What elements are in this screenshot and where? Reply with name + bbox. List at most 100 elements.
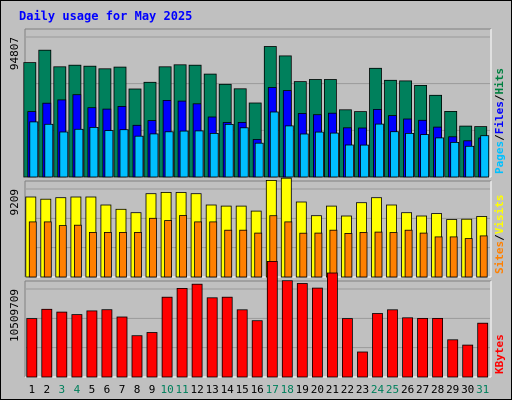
x-tick-label-day-23: 23 — [356, 383, 369, 396]
bar-sites-day-27 — [419, 232, 428, 278]
x-tick-label-day-20: 20 — [311, 383, 324, 396]
bar-pages-day-11 — [179, 130, 189, 178]
bar-sites-day-6 — [104, 231, 112, 278]
x-tick-label-day-15: 15 — [236, 383, 249, 396]
x-tick-label-day-28: 28 — [431, 383, 444, 396]
legend-hits: Pages/Files/Hits — [493, 68, 506, 174]
x-tick-label-day-7: 7 — [119, 383, 126, 396]
legend-entry: KBytes — [493, 334, 506, 374]
bar-pages-day-26 — [405, 132, 415, 178]
bar-pages-day-22 — [344, 144, 354, 178]
x-tick-label-day-3: 3 — [58, 383, 65, 396]
bar-kbytes-day-31 — [477, 322, 489, 378]
bar-pages-day-6 — [104, 130, 114, 178]
x-tick-label-day-14: 14 — [221, 383, 235, 396]
axis-max-label-hits: 94807 — [8, 37, 21, 70]
x-tick-label-day-11: 11 — [175, 383, 188, 396]
bar-sites-day-31 — [479, 235, 488, 278]
legend-entry: / — [493, 94, 506, 101]
axis-max-label-visits: 9209 — [8, 189, 21, 216]
bar-pages-day-9 — [149, 133, 159, 178]
axis-max-label-kbytes: 10509709 — [8, 289, 21, 342]
x-tick-label-day-4: 4 — [74, 383, 81, 396]
bar-sites-day-28 — [434, 236, 443, 278]
x-tick-label-day-27: 27 — [416, 383, 429, 396]
bar-kbytes-day-15 — [236, 309, 248, 378]
bar-pages-day-28 — [435, 137, 445, 178]
x-tick-label-day-21: 21 — [326, 383, 339, 396]
x-tick-label-day-6: 6 — [104, 383, 111, 396]
bar-kbytes-day-9 — [146, 332, 158, 378]
bar-sites-day-7 — [119, 231, 127, 278]
bar-pages-day-3 — [59, 131, 69, 178]
bar-pages-day-16 — [254, 142, 264, 178]
bar-sites-day-3 — [58, 225, 67, 278]
bar-pages-day-25 — [390, 131, 399, 178]
bar-pages-day-21 — [329, 132, 339, 178]
bar-sites-day-12 — [194, 221, 203, 278]
bar-kbytes-day-12 — [191, 283, 203, 378]
bar-pages-day-14 — [224, 124, 234, 178]
bar-pages-day-24 — [375, 123, 384, 178]
bar-pages-day-31 — [480, 135, 490, 178]
bar-kbytes-day-23 — [357, 351, 368, 378]
legend-entry: / — [493, 234, 506, 241]
legend-entry: Pages — [493, 141, 506, 174]
bar-pages-day-5 — [89, 127, 99, 178]
bar-kbytes-day-2 — [41, 308, 53, 378]
bar-pages-day-2 — [44, 123, 54, 178]
x-tick-label-day-31: 31 — [476, 383, 489, 396]
bar-pages-day-13 — [209, 132, 219, 178]
chart-title: Daily usage for May 2025 — [19, 9, 192, 23]
x-tick-label-day-17: 17 — [266, 383, 279, 396]
bar-sites-day-5 — [89, 231, 97, 278]
bar-sites-day-23 — [359, 231, 368, 278]
bar-pages-day-20 — [314, 131, 324, 178]
bar-kbytes-day-26 — [402, 317, 414, 378]
bar-pages-day-18 — [284, 125, 294, 178]
bar-sites-day-18 — [284, 221, 293, 278]
legend-visits: Sites/Visits — [493, 195, 506, 275]
legend-entry: Files — [493, 101, 506, 134]
bar-pages-day-7 — [119, 129, 129, 178]
bar-sites-day-11 — [179, 215, 188, 278]
x-tick-label-day-12: 12 — [190, 383, 203, 396]
legend-entry: / — [493, 134, 506, 141]
bar-kbytes-day-19 — [296, 283, 308, 378]
bar-sites-day-30 — [464, 238, 473, 278]
bar-pages-day-27 — [420, 134, 430, 178]
x-tick-label-day-13: 13 — [206, 383, 219, 396]
x-tick-label-day-24: 24 — [371, 383, 385, 396]
bar-kbytes-day-27 — [417, 317, 429, 378]
bar-pages-day-30 — [465, 145, 475, 178]
bar-sites-day-15 — [239, 229, 248, 278]
bar-kbytes-day-25 — [387, 309, 398, 378]
bar-pages-day-4 — [74, 128, 84, 178]
x-tick-label-day-18: 18 — [281, 383, 294, 396]
bar-kbytes-day-10 — [161, 296, 173, 378]
bar-sites-day-2 — [43, 221, 52, 278]
x-tick-label-day-16: 16 — [251, 383, 264, 396]
bar-sites-day-13 — [209, 221, 218, 278]
bar-pages-day-8 — [134, 135, 144, 178]
legend-entry: Visits — [493, 195, 506, 235]
bar-kbytes-day-22 — [341, 318, 353, 378]
bar-sites-day-19 — [299, 232, 308, 278]
bar-kbytes-day-16 — [251, 320, 263, 378]
bar-sites-day-25 — [389, 232, 398, 278]
bar-kbytes-day-5 — [86, 310, 98, 378]
bar-sites-day-8 — [134, 231, 142, 278]
x-tick-label-day-9: 9 — [149, 383, 156, 396]
x-tick-label-day-2: 2 — [43, 383, 50, 396]
x-tick-label-day-1: 1 — [28, 383, 35, 396]
bar-pages-day-17 — [269, 111, 279, 178]
bar-kbytes-day-29 — [447, 339, 459, 378]
bar-sites-day-26 — [404, 229, 413, 278]
bar-kbytes-day-13 — [206, 297, 218, 378]
x-tick-label-day-19: 19 — [296, 383, 309, 396]
x-tick-label-day-10: 10 — [160, 383, 173, 396]
bar-pages-day-19 — [299, 133, 309, 178]
bar-sites-day-4 — [74, 224, 82, 278]
bar-pages-day-29 — [450, 141, 460, 178]
